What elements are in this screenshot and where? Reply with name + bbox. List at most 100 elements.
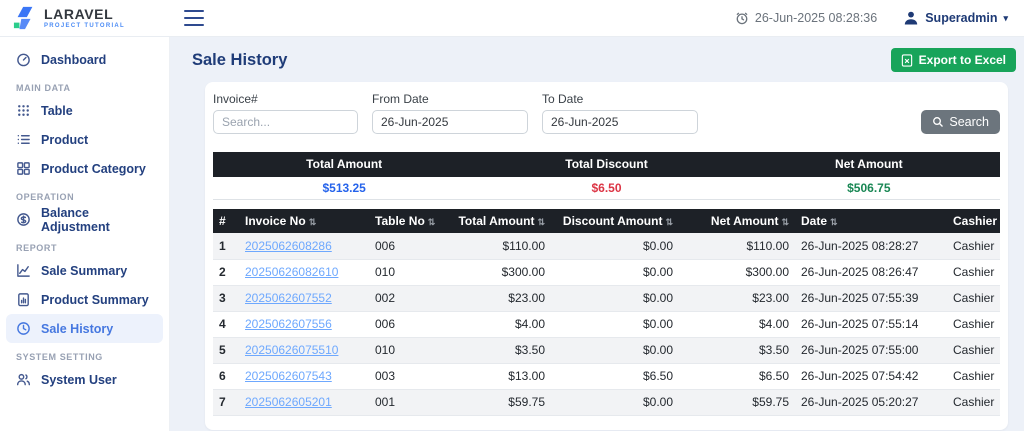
sidebar-item-dashboard[interactable]: Dashboard <box>6 45 163 74</box>
discount-amount-cell: $6.50 <box>551 363 679 390</box>
discount-amount-cell: $0.00 <box>551 311 679 338</box>
table-no-cell: 001 <box>369 389 451 416</box>
invoice-link[interactable]: 2025062608286 <box>245 238 332 253</box>
column-header-table-no[interactable]: Table No ⇅ <box>369 209 451 233</box>
sidebar-item-product-category[interactable]: Product Category <box>6 154 163 183</box>
table-body: 1 2025062608286 006 $110.00 $0.00 $110.0… <box>213 233 1000 416</box>
total-amount-cell: $59.75 <box>451 389 551 416</box>
alarm-clock-icon <box>735 11 749 25</box>
date-cell: 26-Jun-2025 07:55:39 <box>795 285 947 312</box>
net-amount-cell: $59.75 <box>679 389 795 416</box>
user-menu[interactable]: Superadmin ▾ <box>903 10 1008 26</box>
invoice-link[interactable]: 2025062605201 <box>245 395 332 409</box>
sidebar-item-system-user[interactable]: System User <box>6 365 163 394</box>
column-header-net-amount[interactable]: Net Amount ⇅ <box>679 209 795 233</box>
list-icon <box>16 132 31 147</box>
app-logo[interactable]: LARAVEL PROJECT TUTORIAL <box>0 6 170 30</box>
cashier-cell: Cashier <box>947 337 1000 364</box>
row-number-cell: 3 <box>213 285 239 312</box>
invoice-search-input[interactable] <box>213 110 358 134</box>
sort-icon[interactable]: ⇅ <box>665 217 673 227</box>
user-icon <box>903 10 919 26</box>
from-date-input[interactable] <box>372 110 528 134</box>
row-number-cell: 1 <box>213 233 239 260</box>
grid-dots-icon <box>16 103 31 118</box>
discount-amount-cell: $0.00 <box>551 389 679 416</box>
clock-icon <box>16 321 31 336</box>
sidebar-nav: Dashboard MAIN DATA Table Product Produc… <box>0 37 170 431</box>
table-row: 7 2025062605201 001 $59.75 $0.00 $59.75 … <box>213 389 1000 416</box>
export-to-excel-button[interactable]: Export to Excel <box>890 48 1016 72</box>
sidebar-item-product[interactable]: Product <box>6 125 163 154</box>
discount-amount-cell: $0.00 <box>551 337 679 364</box>
total-amount-cell: $300.00 <box>451 259 551 286</box>
table-row: 4 2025062607556 006 $4.00 $0.00 $4.00 26… <box>213 311 1000 338</box>
column-header--: # <box>213 209 239 233</box>
sort-icon[interactable]: ⇅ <box>830 217 838 227</box>
column-header-total-amount[interactable]: Total Amount ⇅ <box>451 209 551 233</box>
column-header-invoice-no[interactable]: Invoice No ⇅ <box>239 209 369 233</box>
invoice-filter-label: Invoice# <box>213 92 258 106</box>
total-amount-cell: $3.50 <box>451 337 551 364</box>
date-cell: 26-Jun-2025 08:26:47 <box>795 259 947 286</box>
search-icon <box>932 116 944 128</box>
sidebar-item-product-summary[interactable]: Product Summary <box>6 285 163 314</box>
summary-net-amount-value: $506.75 <box>847 181 891 195</box>
table-row: 6 2025062607543 003 $13.00 $6.50 $6.50 2… <box>213 363 1000 390</box>
row-number-cell: 6 <box>213 363 239 390</box>
clipboard-chart-icon <box>16 292 31 307</box>
invoice-link[interactable]: 2025062607556 <box>245 317 332 331</box>
sidebar-item-table[interactable]: Table <box>6 96 163 125</box>
filter-bar: Invoice# From Date To Date Search <box>213 90 1000 134</box>
table-header-row: # Invoice No ⇅ Table No ⇅ Total Amount ⇅ Discou… <box>213 209 1000 233</box>
summary-header-total-amount: Total Amount <box>306 157 383 171</box>
dollar-circle-icon <box>16 212 31 227</box>
cashier-cell: Cashier <box>947 233 1000 260</box>
invoice-link[interactable]: 20250626075510 <box>245 343 339 357</box>
summary-header-total-discount: Total Discount <box>565 157 648 171</box>
cashier-cell: Cashier <box>947 389 1000 416</box>
table-no-cell: 010 <box>369 259 451 286</box>
invoice-link[interactable]: 2025062607543 <box>245 369 332 383</box>
net-amount-cell: $6.50 <box>679 363 795 390</box>
column-header-discount-amount[interactable]: Discount Amount ⇅ <box>551 209 679 233</box>
sidebar-section-label: OPERATION <box>16 192 75 202</box>
to-date-input[interactable] <box>542 110 698 134</box>
summary-total-amount-value: $513.25 <box>322 181 366 195</box>
username: Superadmin <box>925 11 998 25</box>
sidebar-section-label: SYSTEM SETTING <box>16 352 103 362</box>
row-number-cell: 7 <box>213 389 239 416</box>
gauge-icon <box>16 52 31 67</box>
chevron-down-icon: ▾ <box>1003 12 1008 23</box>
search-button[interactable]: Search <box>921 110 1000 134</box>
table-row: 5 20250626075510 010 $3.50 $0.00 $3.50 2… <box>213 337 1000 364</box>
brand-tagline: PROJECT TUTORIAL <box>44 23 126 29</box>
net-amount-cell: $3.50 <box>679 337 795 364</box>
row-number-cell: 4 <box>213 311 239 338</box>
row-number-cell: 2 <box>213 259 239 286</box>
date-cell: 26-Jun-2025 05:20:27 <box>795 389 947 416</box>
sidebar-item-sale-summary[interactable]: Sale Summary <box>6 256 163 285</box>
category-squares-icon <box>16 161 31 176</box>
chart-line-icon <box>16 263 31 278</box>
total-amount-cell: $110.00 <box>451 233 551 260</box>
net-amount-cell: $300.00 <box>679 259 795 286</box>
row-number-cell: 5 <box>213 337 239 364</box>
sort-icon[interactable]: ⇅ <box>427 217 436 227</box>
invoice-link[interactable]: 2025062607552 <box>245 291 332 305</box>
summary-header-net-amount: Net Amount <box>835 157 903 171</box>
sidebar-item-balance-adjustment[interactable]: Balance Adjustment <box>6 205 163 234</box>
column-header-date[interactable]: Date ⇅ <box>795 209 947 233</box>
sort-icon[interactable]: ⇅ <box>308 217 317 227</box>
invoice-link[interactable]: 20250626082610 <box>245 265 339 279</box>
sidebar-section-label: REPORT <box>16 243 58 253</box>
sidebar-item-sale-history[interactable]: Sale History <box>6 314 163 343</box>
table-no-cell: 003 <box>369 363 451 390</box>
from-date-label: From Date <box>372 92 429 106</box>
page-title: Sale History <box>192 50 288 69</box>
sort-icon[interactable]: ⇅ <box>537 217 545 227</box>
hamburger-menu-icon[interactable] <box>184 10 204 26</box>
net-amount-cell: $110.00 <box>679 233 795 260</box>
sort-icon[interactable]: ⇅ <box>781 217 789 227</box>
table-row: 2 20250626082610 010 $300.00 $0.00 $300.… <box>213 259 1000 286</box>
